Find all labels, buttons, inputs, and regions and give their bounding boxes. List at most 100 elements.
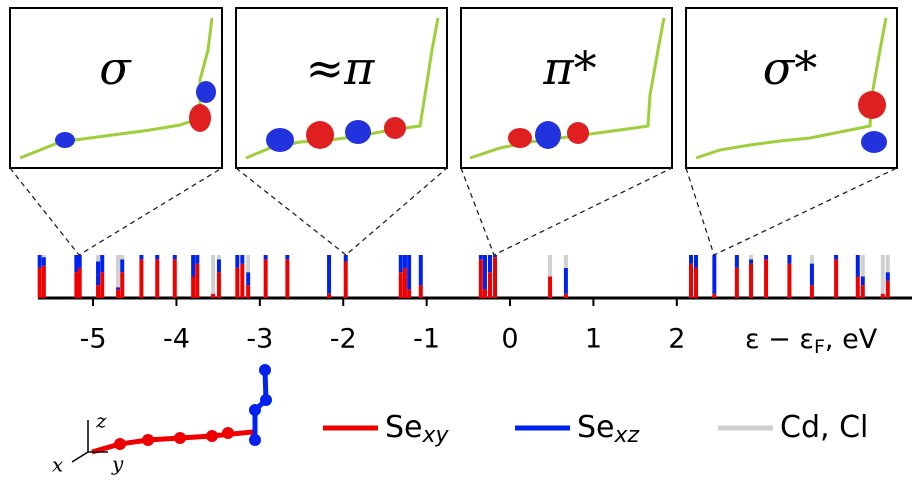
bar-segment [96,261,100,285]
bar-segment [96,285,100,298]
bar-segment [78,255,82,268]
x-axis-label: ε − εF, eV [745,324,878,358]
bar-segment [100,255,104,272]
legend-name: Cd, Cl [780,410,868,445]
bar-segment [493,257,497,298]
bar-segment [479,259,483,298]
x-tick-label: -5 [80,324,107,355]
orbital-lobe [189,104,211,132]
bar-segment [240,255,244,264]
orbital-lobe [384,117,406,139]
bar-segment [856,255,860,277]
bar-segment [856,277,860,299]
bar-segment [403,255,407,268]
bar-segment [787,264,791,298]
orbital-lobe [508,128,532,148]
inset-label: σ* [763,41,817,95]
bar-segment [155,259,159,298]
bar-segment [42,257,46,266]
bar-segment [120,255,124,259]
bar-segment [764,259,768,298]
axis-name: x [52,453,63,477]
bar-segment [246,272,250,285]
figure: σ ≈π π* σ* ε − εF, eV [0,0,912,483]
bar-segment [810,285,814,298]
x-tick-label: 0 [501,324,518,355]
bar-segment [810,255,814,264]
bar-segment [861,277,865,286]
bar-segment [195,264,199,298]
orbital-lobe [858,91,886,119]
x-tick-label: 1 [585,324,602,355]
bar-segment [120,272,124,298]
orbital-lobe [345,120,371,144]
legend-subscript: xz [614,423,640,448]
orbital-lobe [196,81,216,103]
bar-segment [120,259,124,272]
x-label-sub: F [814,336,825,358]
bar-segment [399,272,403,298]
bar-segment [344,255,348,261]
bar-segment [246,285,250,298]
legend-label: Sexy [385,410,450,449]
bar-segment [407,255,411,289]
bar-segment [240,264,244,298]
bar-segment [327,294,331,298]
bar-segment [735,255,739,268]
legend-label: Cd, Cl [780,410,868,445]
bar-segment [564,255,568,268]
connector [10,168,222,255]
bar-segment [285,255,289,259]
bar-segment [548,255,552,277]
inset-label: π* [542,41,596,95]
bar-segment [399,255,403,272]
bar-segment [264,255,268,259]
geometry-sketch: z y x [52,364,272,477]
bar-segment [881,255,885,294]
bar-segment [810,264,814,286]
bar-segment [483,289,487,298]
bar-segment [42,266,46,298]
bar-segment [886,255,890,272]
inset-pi-star: π* [461,8,672,168]
bar-segment [211,255,215,294]
bar-segment [235,268,239,298]
bar-segment [191,255,195,277]
bar-segment [712,294,716,298]
bar-segment [834,259,838,298]
bar-segment [787,255,791,264]
bar-segment [116,289,120,298]
x-tick-label: -2 [330,324,357,355]
inset-pi: ≈π [236,8,447,168]
legend-subscript: xy [422,423,450,448]
axis-name: z [95,409,107,433]
bar-segment [479,255,483,259]
bar-segment [861,285,865,298]
bar-segment [139,255,143,259]
bar-segment [217,255,221,259]
connector [686,168,897,255]
bar-segment [419,285,423,298]
bar-segment [195,255,199,264]
bar-segment [38,268,42,298]
inset-label: ≈π [306,41,376,95]
axis-name: y [111,452,124,476]
bar-segment [694,268,698,298]
bar-segment [886,272,890,281]
bar-segment [861,255,865,277]
bar-segment [191,277,195,299]
bar-segment [116,255,120,287]
bar-segment [886,281,890,298]
bar-segment [211,294,215,298]
bar-segment [493,255,497,257]
bar-segment [564,294,568,298]
bar-segment [694,255,698,268]
bar-segment [344,261,348,298]
bar-segment [488,255,492,272]
connector [236,168,447,255]
bar-segment [735,268,739,298]
bar-segment [712,255,716,294]
bar-segment [881,294,885,298]
legend-name: Se [577,410,615,445]
orbital-lobe [55,132,75,148]
